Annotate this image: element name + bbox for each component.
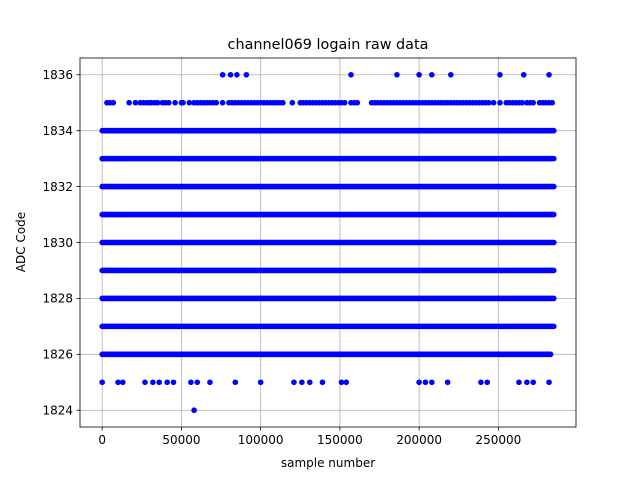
data-point [132, 99, 139, 106]
data-point [530, 99, 537, 106]
y-tick-label: 1834 [42, 124, 73, 138]
x-tick-label: 100000 [238, 433, 284, 447]
data-point [154, 99, 161, 106]
data-point [213, 99, 220, 106]
data-point [428, 379, 435, 386]
y-axis: 1824 1826 1828 1830 1832 1834 1836 [42, 68, 80, 418]
data-point [343, 379, 350, 386]
data-point [306, 379, 313, 386]
data-point [164, 379, 170, 386]
data-point [99, 379, 105, 386]
data-point [257, 379, 264, 386]
data-point [142, 379, 148, 386]
data-point [207, 379, 213, 386]
data-points [99, 71, 557, 414]
data-point [243, 71, 250, 78]
data-point [524, 379, 530, 386]
data-point [448, 71, 454, 78]
data-point [232, 379, 239, 386]
data-point [115, 379, 121, 386]
data-point [194, 379, 201, 386]
data-point [478, 379, 484, 386]
data-point [484, 379, 491, 386]
data-point [289, 99, 296, 106]
x-tick-label: 150000 [317, 433, 363, 447]
data-point [549, 99, 556, 106]
data-point [299, 379, 305, 386]
data-point [546, 379, 552, 386]
x-tick-label: 250000 [475, 433, 521, 447]
data-point [394, 71, 400, 78]
chart-title: channel069 logain raw data [228, 37, 429, 53]
data-point [338, 379, 345, 386]
y-tick-label: 1830 [42, 236, 73, 250]
data-point [497, 99, 503, 106]
data-point [516, 379, 522, 386]
data-point [188, 379, 194, 386]
data-point [497, 71, 503, 78]
data-point [165, 99, 172, 106]
data-point [422, 379, 429, 386]
data-point [354, 99, 361, 106]
x-tick-label: 0 [98, 433, 106, 447]
data-point [234, 71, 240, 78]
data-point [219, 99, 226, 106]
y-axis-label: ADC Code [14, 212, 28, 272]
data-point [186, 99, 193, 106]
data-point [180, 99, 186, 106]
data-point [348, 71, 354, 78]
data-point [428, 71, 435, 78]
data-point [490, 99, 497, 106]
data-point [110, 99, 117, 106]
data-point [227, 71, 234, 78]
data-point [126, 99, 132, 106]
y-tick-label: 1828 [42, 292, 73, 306]
y-tick-label: 1832 [42, 180, 73, 194]
y-tick-label: 1836 [42, 68, 73, 82]
x-axis: 0 50000 100000 150000 200000 250000 [98, 427, 521, 447]
data-point [172, 99, 178, 106]
data-point [416, 379, 422, 386]
data-point [546, 71, 552, 78]
data-point [280, 99, 286, 106]
data-point [319, 379, 326, 386]
data-point [444, 379, 451, 386]
data-point [191, 407, 197, 414]
data-point [519, 99, 525, 106]
x-axis-label: sample number [281, 456, 375, 470]
data-point [486, 99, 492, 106]
data-point [156, 379, 163, 386]
data-point [150, 379, 156, 386]
x-tick-label: 50000 [162, 433, 200, 447]
y-tick-label: 1826 [42, 348, 73, 362]
x-tick-label: 200000 [396, 433, 442, 447]
data-point [219, 71, 226, 78]
data-point [291, 379, 297, 386]
y-tick-label: 1824 [42, 404, 73, 418]
data-point [530, 379, 537, 386]
data-point [170, 379, 177, 386]
data-point [341, 99, 348, 106]
data-point [520, 71, 527, 78]
data-point [416, 71, 422, 78]
data-point [119, 379, 126, 386]
